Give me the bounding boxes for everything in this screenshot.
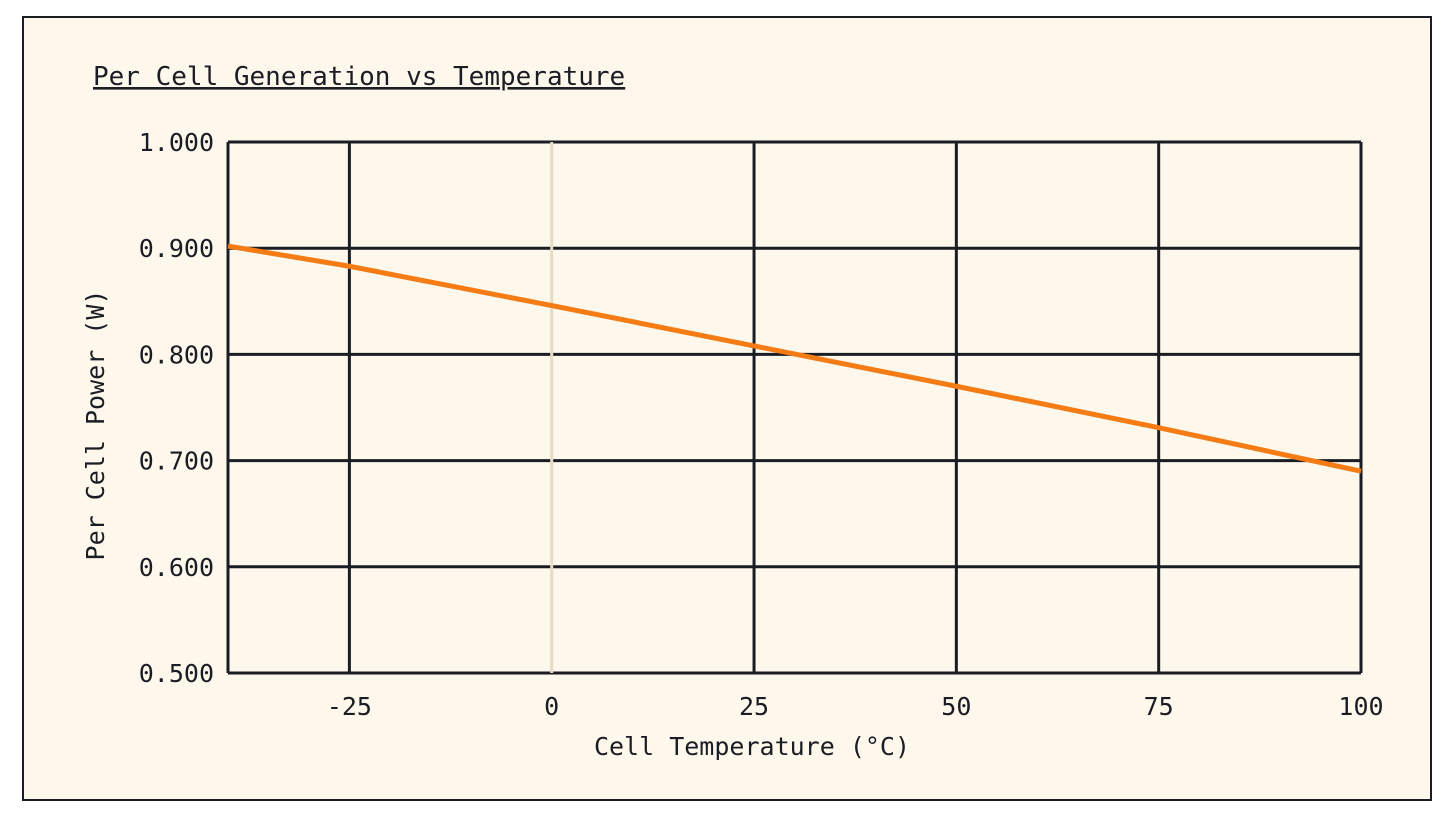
grid-layer bbox=[226, 140, 1363, 675]
chart-frame bbox=[22, 16, 1432, 801]
label-layer: 0.500 0.600 0.700 0.800 0.900 1.000 -25 0 25 50 75… bbox=[139, 128, 1384, 721]
y-axis-label: Per Cell Power (W) bbox=[81, 290, 110, 561]
series-line bbox=[227, 243, 1362, 474]
x-tick-label: -25 bbox=[327, 692, 372, 721]
chart-title: Per Cell Generation vs Temperature bbox=[93, 62, 625, 92]
x-tick-label: 100 bbox=[1338, 692, 1383, 721]
x-tick-label: 25 bbox=[739, 692, 769, 721]
y-tick-label: 0.900 bbox=[139, 234, 214, 263]
series-layer bbox=[227, 243, 1362, 474]
x-axis-label: Cell Temperature (°C) bbox=[594, 732, 910, 761]
y-tick-label: 0.800 bbox=[139, 340, 214, 369]
x-tick-label: 0 bbox=[544, 692, 559, 721]
y-tick-label: 1.000 bbox=[139, 128, 214, 157]
y-tick-label: 0.700 bbox=[139, 447, 214, 476]
x-tick-label: 75 bbox=[1144, 692, 1174, 721]
y-tick-label: 0.500 bbox=[139, 659, 214, 688]
x-tick-label: 50 bbox=[941, 692, 971, 721]
y-tick-label: 0.600 bbox=[139, 553, 214, 582]
